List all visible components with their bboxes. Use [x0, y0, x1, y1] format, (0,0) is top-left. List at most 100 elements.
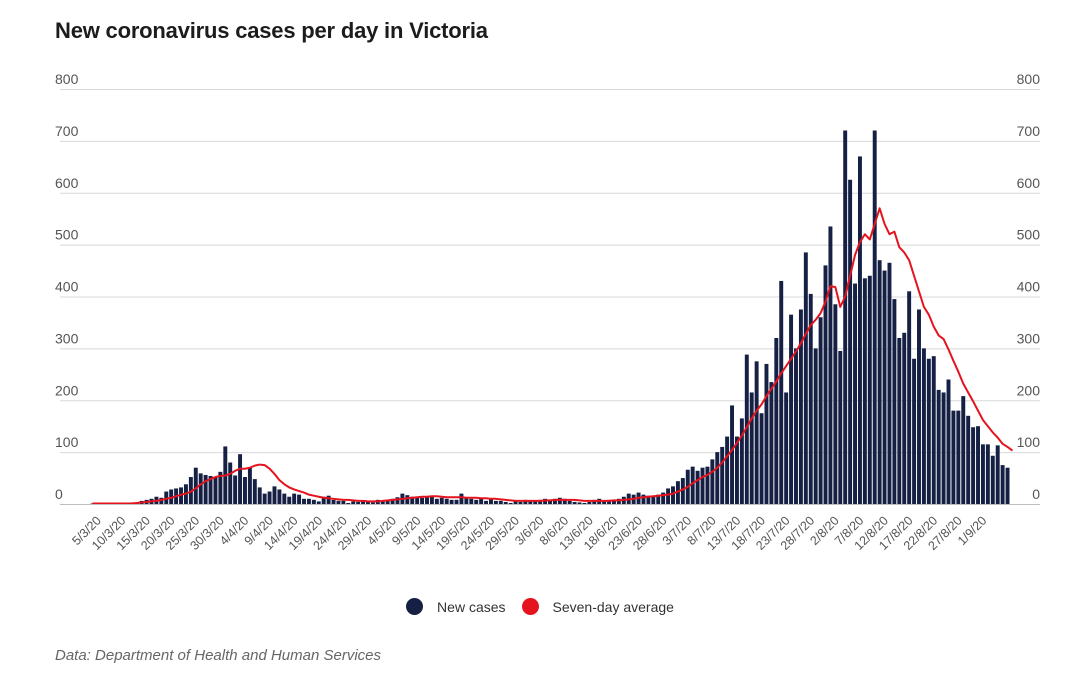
bar-new-cases: [774, 338, 779, 504]
y-tick-label-left: 400: [55, 279, 79, 295]
bar-new-cases: [287, 496, 292, 504]
bar-new-cases: [720, 446, 725, 504]
bar-new-cases: [518, 501, 523, 504]
bar-new-cases: [838, 350, 843, 504]
bar-new-cases: [351, 501, 356, 504]
bar-new-cases: [680, 478, 685, 504]
bar-new-cases: [538, 499, 543, 504]
bar-new-cases: [798, 309, 803, 504]
y-tick-label-right: 300: [1017, 330, 1041, 346]
bar-new-cases: [528, 500, 533, 504]
bar-new-cases: [267, 491, 272, 504]
bar-new-cases: [867, 275, 872, 504]
bar-new-cases: [769, 382, 774, 504]
y-tick-label-left: 700: [55, 123, 79, 139]
bar-new-cases: [543, 498, 548, 504]
bar-new-cases: [272, 486, 277, 504]
bar-new-cases: [282, 493, 287, 505]
bar-new-cases: [159, 497, 164, 504]
legend: New cases Seven-day average: [0, 598, 1080, 615]
y-tick-label-left: 300: [55, 330, 79, 346]
legend-item-seven-day-average: Seven-day average: [521, 598, 674, 615]
y-axis-right: 0 100 200 300 400 500 600 700 800: [1017, 71, 1041, 502]
bar-new-cases: [474, 499, 479, 504]
bar-new-cases: [454, 499, 459, 504]
bar-new-cases: [390, 498, 395, 504]
bar-new-cases: [739, 418, 744, 504]
bar-new-cases: [302, 498, 306, 504]
bar-new-cases: [405, 495, 410, 504]
bar-new-cases: [326, 495, 331, 504]
y-axis-left: 0 100 200 300 400 500 600 700 800: [55, 71, 79, 502]
bar-new-cases: [971, 427, 976, 504]
bar-new-cases: [725, 436, 730, 504]
bar-new-cases: [641, 494, 646, 504]
bar-new-cases: [931, 356, 936, 504]
y-tick-label-right: 100: [1017, 434, 1041, 450]
bar-new-cases: [990, 455, 995, 504]
bar-new-cases: [366, 500, 370, 504]
y-tick-label-right: 200: [1017, 382, 1041, 398]
bar-new-cases: [198, 473, 203, 504]
bar-new-cases: [380, 500, 385, 504]
y-tick-label-right: 500: [1017, 227, 1041, 243]
bar-new-cases: [794, 348, 798, 505]
bar-new-cases: [370, 502, 375, 504]
bar-new-cases: [233, 475, 238, 504]
bar-new-cases: [671, 486, 675, 504]
bar-new-cases: [695, 470, 700, 504]
bar-new-cases: [493, 500, 498, 504]
y-tick-label-left: 500: [55, 227, 79, 243]
bar-new-cases: [710, 459, 715, 504]
bar-new-cases: [833, 304, 838, 504]
bar-new-cases: [218, 471, 223, 504]
bar-new-cases: [907, 291, 912, 504]
bar-new-cases: [759, 413, 764, 504]
chart-svg: 0 100 200 300 400 500 600 700 800 0 100 200 300 400 5…: [55, 71, 1041, 553]
bar-new-cases: [611, 500, 616, 504]
bar-new-cases: [651, 496, 656, 504]
bar-new-cases: [533, 500, 538, 504]
bar-new-cases: [661, 492, 666, 504]
bar-new-cases: [469, 498, 474, 504]
bar-new-cases: [262, 493, 267, 505]
bar-new-cases: [857, 156, 862, 504]
bar-new-cases: [410, 496, 415, 504]
bar-new-cases: [921, 348, 926, 505]
bar-new-cases: [715, 452, 720, 505]
source-note: Data: Department of Health and Human Ser…: [55, 647, 381, 664]
y-tick-label-right: 800: [1017, 71, 1041, 87]
bar-new-cases: [813, 348, 818, 505]
bar-new-cases: [321, 496, 326, 504]
bar-new-cases: [1005, 467, 1010, 504]
bar-new-cases: [734, 436, 739, 504]
bar-new-cases: [297, 494, 302, 504]
bar-new-cases: [700, 467, 705, 504]
bar-new-cases: [582, 502, 587, 504]
bar-new-cases: [828, 226, 833, 504]
bar-new-cases: [764, 363, 769, 504]
bar-new-cases: [592, 499, 597, 504]
bar-new-cases: [459, 493, 464, 505]
legend-label: New cases: [437, 598, 506, 615]
bar-new-cases: [803, 252, 808, 504]
bar-new-cases: [203, 474, 208, 504]
bar-new-cases: [941, 392, 946, 504]
y-tick-label-left: 200: [55, 382, 79, 398]
bar-new-cases: [277, 489, 282, 504]
bar-new-cases: [789, 314, 794, 504]
bar-new-cases: [1000, 465, 1005, 504]
bar-new-cases: [562, 498, 567, 504]
bar-new-cases: [292, 493, 297, 505]
y-tick-label-right: 700: [1017, 123, 1041, 139]
bar-new-cases: [523, 499, 528, 504]
bar-new-cases: [567, 500, 572, 504]
bar-new-cases: [961, 396, 966, 504]
bar-new-cases: [995, 445, 1000, 504]
bar-new-cases: [730, 405, 734, 504]
bar-new-cases: [784, 392, 789, 504]
y-tick-label-left: 800: [55, 71, 79, 87]
new-cases-swatch-icon: [406, 598, 424, 615]
bar-new-cases: [164, 491, 169, 504]
bar-new-cases: [484, 500, 489, 504]
